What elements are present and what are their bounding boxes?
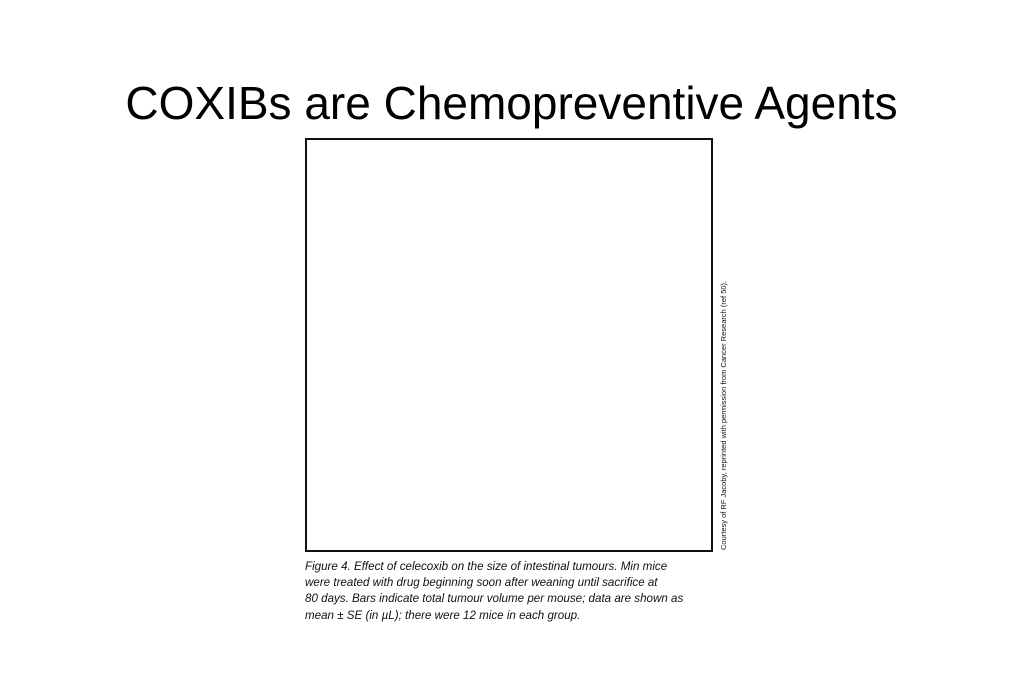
figure-caption: Figure 4. Effect of celecoxib on the siz… — [305, 559, 725, 624]
caption-line: 80 days. Bars indicate total tumour volu… — [305, 592, 684, 606]
credit-text: Courtesy of RF Jacoby, reprinted with pe… — [719, 280, 728, 550]
slide-title: COXIBs are Chemopreventive Agents — [125, 77, 898, 129]
caption-line: were treated with drug beginning soon af… — [305, 576, 658, 590]
figure-frame — [305, 138, 713, 552]
caption-line: mean ± SE (in µL); there were 12 mice in… — [305, 608, 581, 622]
caption-line: Figure 4. Effect of celecoxib on the siz… — [305, 560, 668, 573]
